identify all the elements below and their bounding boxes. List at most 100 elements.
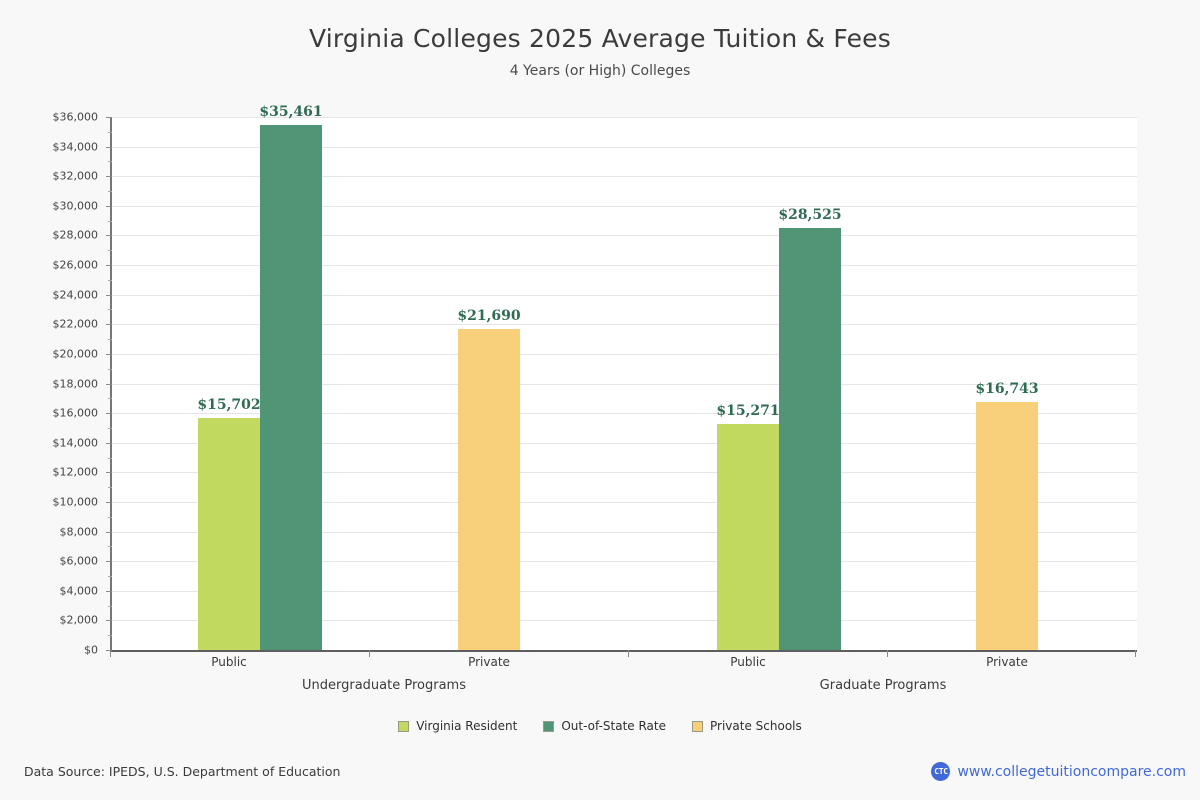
y-axis-label: $24,000: [52, 288, 99, 302]
gridline: [112, 235, 1137, 237]
y-axis-label: $32,000: [52, 169, 99, 183]
gridline: [112, 383, 1137, 385]
gridline: [112, 590, 1137, 592]
bar-value-label: $28,525: [778, 206, 842, 223]
bar-value-label: $16,743: [975, 381, 1039, 398]
y-axis-minor-tick: [108, 635, 112, 637]
y-axis-label: $20,000: [52, 347, 99, 361]
gridline: [112, 531, 1137, 533]
bar[interactable]: [976, 402, 1038, 650]
y-axis-tick: [106, 265, 112, 267]
x-axis-group-label: Undergraduate Programs: [302, 678, 466, 693]
y-axis-minor-tick: [108, 546, 112, 548]
y-axis-minor-tick: [108, 220, 112, 222]
y-axis-label: $2,000: [59, 613, 99, 627]
x-axis-tick: [1135, 650, 1136, 657]
y-axis-tick: [106, 620, 112, 622]
y-axis-label: $26,000: [52, 258, 99, 272]
bar[interactable]: [779, 227, 841, 650]
y-axis-tick: [106, 294, 112, 296]
x-axis-category-label: Public: [730, 655, 766, 669]
x-axis-category-label: Private: [468, 655, 510, 669]
y-axis-minor-tick: [108, 250, 112, 252]
y-axis-minor-tick: [108, 131, 112, 133]
y-axis-minor-tick: [108, 457, 112, 459]
y-axis-label: $12,000: [52, 465, 99, 479]
brand-footer[interactable]: CTC www.collegetuitioncompare.com: [931, 762, 1186, 781]
y-axis-minor-tick: [108, 487, 112, 489]
chart-title: Virginia Colleges 2025 Average Tuition &…: [309, 24, 891, 53]
y-axis-minor-tick: [108, 191, 112, 193]
y-axis-label: $18,000: [52, 377, 99, 390]
gridline: [112, 620, 1137, 622]
ctc-logo-icon: CTC: [931, 762, 951, 781]
y-axis-minor-tick: [108, 279, 112, 281]
y-axis-minor-tick: [108, 161, 112, 163]
y-axis-tick: [106, 353, 112, 355]
y-axis-label: $22,000: [52, 317, 99, 331]
bar-value-label: $15,271: [716, 402, 780, 419]
y-axis-minor-tick: [108, 427, 112, 429]
y-axis-minor-tick: [108, 339, 112, 341]
y-axis-tick: [106, 117, 112, 118]
y-axis-minor-tick: [108, 575, 112, 577]
legend-label: Private Schools: [710, 719, 802, 733]
gridline: [112, 146, 1137, 148]
bar-value-label: $15,702: [197, 396, 261, 413]
y-axis-tick: [106, 561, 112, 563]
gridline: [112, 413, 1137, 415]
bar[interactable]: [198, 417, 260, 650]
legend-item[interactable]: Private Schools: [692, 719, 802, 733]
bar[interactable]: [458, 328, 520, 650]
y-axis-label: $34,000: [52, 140, 99, 154]
y-axis-minor-tick: [108, 368, 112, 370]
bar-value-label: $21,690: [457, 307, 521, 324]
y-axis-tick: [106, 590, 112, 592]
gridline: [112, 205, 1137, 207]
y-axis-tick: [106, 205, 112, 207]
x-axis-category-label: Public: [211, 655, 247, 669]
legend-swatch-icon: [692, 720, 704, 732]
y-axis-minor-tick: [108, 309, 112, 311]
gridline: [112, 294, 1137, 296]
data-source-note: Data Source: IPEDS, U.S. Department of E…: [24, 764, 341, 779]
brand-url-link[interactable]: www.collegetuitioncompare.com: [957, 763, 1186, 780]
y-axis-label: $30,000: [52, 199, 99, 213]
legend-label: Virginia Resident: [416, 719, 518, 733]
legend-item[interactable]: Out-of-State Rate: [543, 719, 666, 733]
gridline: [112, 353, 1137, 355]
x-axis-tick: [369, 650, 370, 657]
bar-value-label: $35,461: [259, 103, 323, 120]
y-axis-tick: [106, 472, 112, 474]
y-axis-minor-tick: [108, 398, 112, 400]
y-axis-tick: [106, 650, 112, 651]
bar[interactable]: [717, 423, 779, 650]
gridline: [112, 324, 1137, 326]
legend-label: Out-of-State Rate: [561, 719, 667, 733]
legend-swatch-icon: [543, 720, 555, 732]
y-axis-label: $0: [84, 643, 98, 657]
y-axis-tick: [106, 531, 112, 533]
y-axis-tick: [106, 383, 112, 385]
gridline: [112, 472, 1137, 474]
y-axis-tick: [106, 442, 112, 444]
y-axis-tick: [106, 146, 112, 148]
y-axis-tick: [106, 176, 112, 178]
y-axis-label: $6,000: [59, 554, 99, 568]
gridline: [112, 117, 1137, 118]
x-axis-category-label: Private: [986, 655, 1028, 669]
x-axis-group-label: Graduate Programs: [819, 678, 947, 693]
y-axis-label: $8,000: [59, 525, 99, 539]
chart-subtitle: 4 Years (or High) Colleges: [509, 63, 691, 79]
y-axis-label: $10,000: [52, 495, 99, 509]
y-axis-label: $28,000: [52, 228, 99, 242]
gridline: [112, 561, 1137, 563]
bar[interactable]: [260, 124, 322, 650]
y-axis-label: $4,000: [59, 584, 99, 598]
chart-legend: Virginia Resident Out-of-State Rate Privat…: [0, 719, 1200, 733]
y-axis-label: $14,000: [52, 436, 99, 450]
legend-swatch-icon: [398, 720, 410, 732]
legend-item[interactable]: Virginia Resident: [398, 719, 517, 733]
y-axis-label: $36,000: [52, 110, 99, 124]
